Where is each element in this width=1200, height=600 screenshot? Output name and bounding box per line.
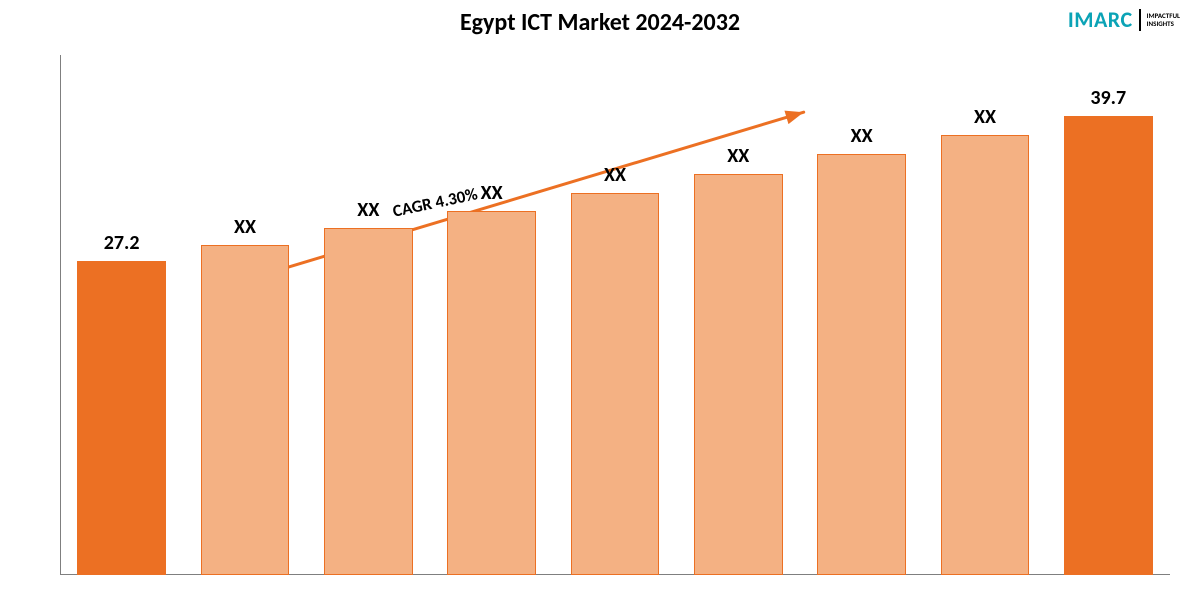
bar-value-label: XX xyxy=(604,163,626,187)
logo-text: IMARC xyxy=(1068,6,1133,33)
bar-rect xyxy=(201,245,290,575)
bars-container: 27.2 XX XX XX XX XX XX XX 39.7 xyxy=(60,55,1170,575)
plot-area: CAGR 4.30% 27.2XXXXXXXXXXXXXX39.7 xyxy=(60,55,1170,575)
bar-rect xyxy=(77,261,166,575)
bar-rect xyxy=(571,193,660,575)
bar-value-label: XX xyxy=(234,215,256,239)
bar-slot: XX xyxy=(307,55,430,575)
bar-rect xyxy=(324,228,413,575)
bar-slot: XX xyxy=(553,55,676,575)
logo-tagline-2: INSIGHTS xyxy=(1147,19,1174,28)
bar-slot: 27.2 xyxy=(60,55,183,575)
bar-rect xyxy=(1064,116,1153,575)
chart-title: Egypt ICT Market 2024-2032 xyxy=(0,8,1200,37)
bar-slot: XX xyxy=(677,55,800,575)
bar-value-label: 27.2 xyxy=(104,231,140,255)
bar-value-label: XX xyxy=(974,105,996,129)
bar-value-label: XX xyxy=(851,124,873,148)
bar-rect xyxy=(941,135,1030,575)
bar-slot: 39.7 xyxy=(1047,55,1170,575)
bar-value-label: XX xyxy=(727,144,749,168)
bar-slot: XX xyxy=(923,55,1046,575)
bar-slot: XX xyxy=(183,55,306,575)
logo-divider xyxy=(1139,9,1141,31)
logo-tagline: IMPACTFUL INSIGHTS xyxy=(1147,12,1180,27)
bar-slot: XX xyxy=(430,55,553,575)
bar-slot: XX xyxy=(800,55,923,575)
brand-logo: IMARC IMPACTFUL INSIGHTS xyxy=(1068,6,1180,33)
bar-rect xyxy=(447,211,536,575)
bar-value-label: 39.7 xyxy=(1090,86,1126,110)
bar-rect xyxy=(694,174,783,575)
page: Egypt ICT Market 2024-2032 IMARC IMPACTF… xyxy=(0,0,1200,600)
bar-rect xyxy=(817,154,906,575)
bar-value-label: XX xyxy=(481,181,503,205)
bar-value-label: XX xyxy=(357,198,379,222)
